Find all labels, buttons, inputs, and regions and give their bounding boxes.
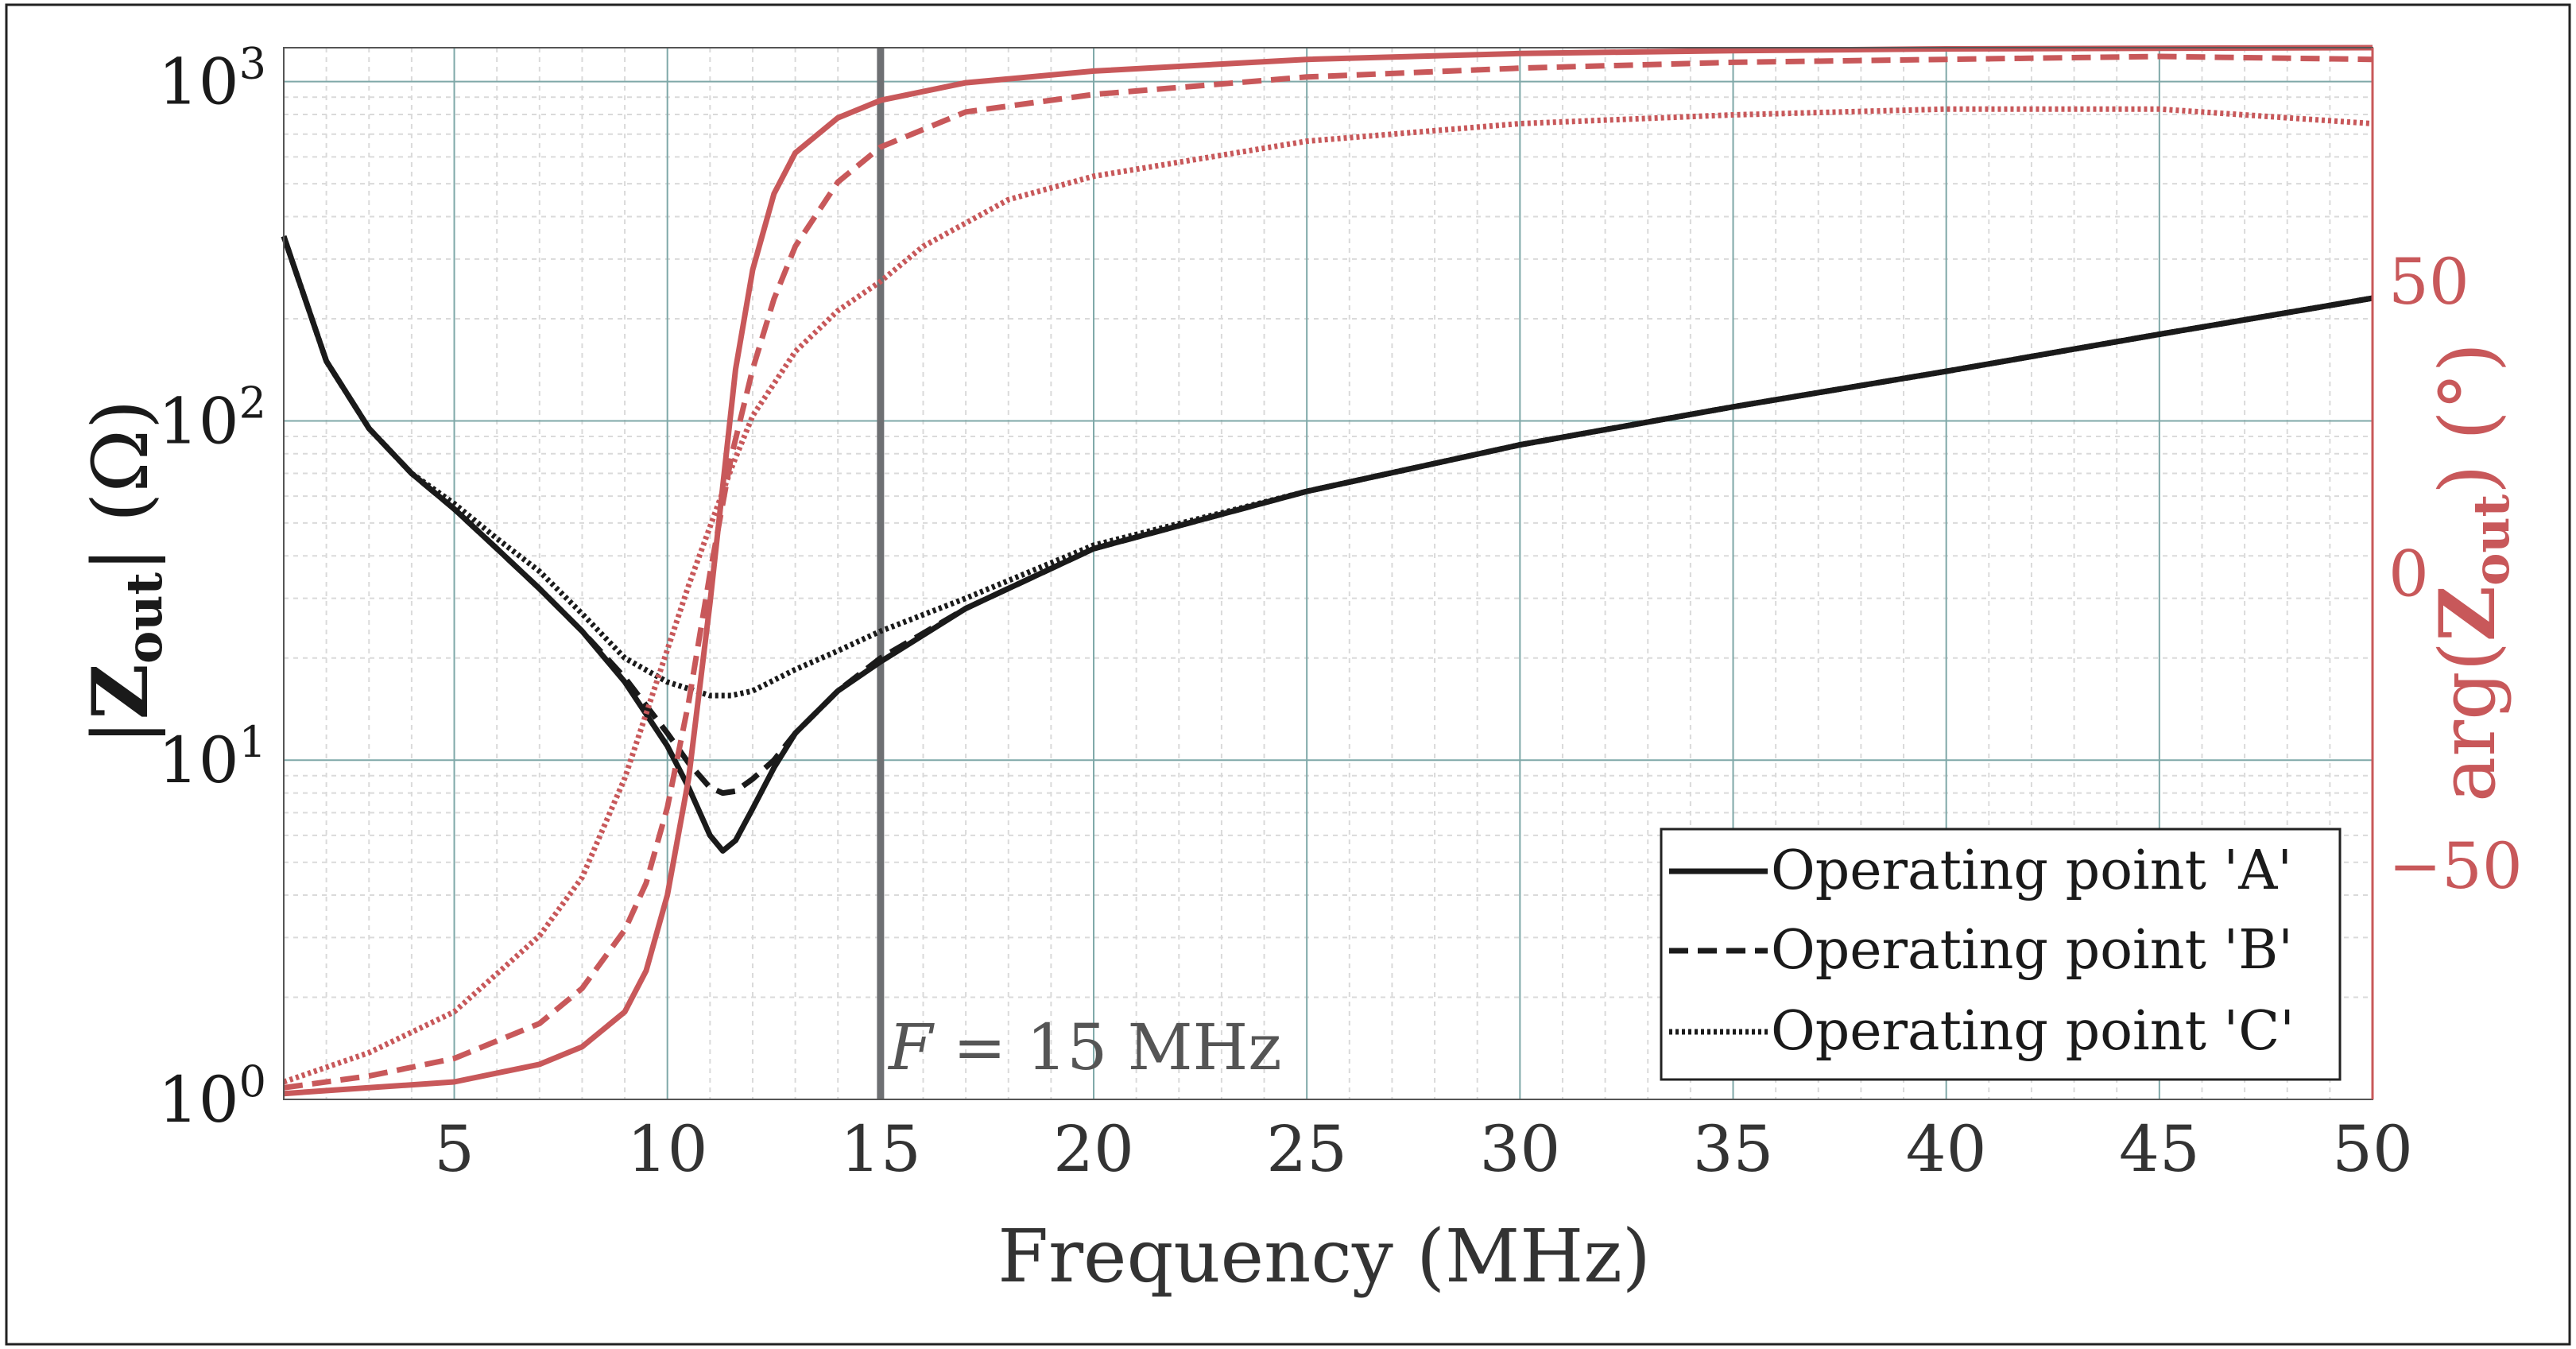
y-left-tick-label: 103 bbox=[158, 39, 266, 119]
x-tick-label: 50 bbox=[2332, 1112, 2413, 1186]
y-right-label-main: arg( bbox=[2423, 642, 2512, 802]
y-right-tick-label: 0 bbox=[2388, 537, 2429, 611]
left-ticks: 100 101 102 103 bbox=[158, 39, 266, 1137]
outer-frame bbox=[5, 3, 2571, 1346]
svg-text:|Zout| (Ω): |Zout| (Ω) bbox=[76, 400, 173, 746]
y-right-label-Z: Z bbox=[2423, 586, 2512, 642]
series-phase-a bbox=[283, 45, 2373, 1097]
x-tick-label: 25 bbox=[1266, 1112, 1347, 1186]
legend-entry-b: Operating point 'B' bbox=[1771, 919, 2293, 982]
x-tick-label: 35 bbox=[1693, 1112, 1774, 1186]
y-right-tick-label: 50 bbox=[2388, 245, 2469, 319]
right-ticks: −50 0 50 bbox=[2388, 245, 2523, 903]
y-left-label-main: Z bbox=[76, 664, 165, 719]
x-tick-label: 20 bbox=[1053, 1112, 1134, 1186]
y-left-label-unit: (Ω) bbox=[76, 400, 165, 523]
y-axis-label-right: arg(Zout) (°) bbox=[2423, 343, 2520, 802]
series-magnitude-b bbox=[281, 235, 2373, 797]
legend-entry-c: Operating point 'C' bbox=[1771, 1000, 2295, 1063]
x-tick-label: 15 bbox=[840, 1112, 921, 1186]
x-tick-label: 45 bbox=[2119, 1112, 2200, 1186]
x-axis-label: Frequency (MHz) bbox=[997, 1214, 1651, 1299]
marker-label: F = 15 MHz bbox=[887, 1010, 1281, 1084]
series-group bbox=[281, 45, 2373, 1097]
y-right-tick-label: −50 bbox=[2388, 829, 2523, 903]
y-left-label-sub: out bbox=[115, 572, 173, 664]
legend: Operating point 'A' Operating point 'B' … bbox=[1660, 828, 2342, 1081]
y-left-tick-label: 101 bbox=[158, 717, 266, 797]
series-phase-b bbox=[283, 53, 2373, 1091]
x-tick-label: 10 bbox=[627, 1112, 708, 1186]
legend-entry-a: Operating point 'A' bbox=[1771, 839, 2292, 902]
minor-grid bbox=[283, 48, 2373, 1099]
svg-text:arg(Zout) (°): arg(Zout) (°) bbox=[2423, 343, 2520, 802]
x-ticks: 5 10 15 20 25 30 35 40 45 50 bbox=[434, 1112, 2413, 1186]
y-right-label-sub: out bbox=[2462, 494, 2520, 585]
series-magnitude-c bbox=[281, 235, 2373, 699]
legend-box bbox=[1660, 828, 2342, 1081]
x-tick-label: 30 bbox=[1479, 1112, 1560, 1186]
marker-label-rest: = 15 MHz bbox=[953, 1010, 1282, 1084]
y-axis-label-left: |Zout| (Ω) bbox=[76, 400, 173, 746]
y-left-tick-label: 102 bbox=[158, 378, 266, 458]
y-right-label-unit: (°) bbox=[2423, 343, 2512, 440]
marker-label-var: F bbox=[887, 1010, 935, 1084]
x-tick-label: 40 bbox=[1906, 1112, 1987, 1186]
x-tick-label: 5 bbox=[434, 1112, 475, 1186]
y-right-label-close: ) bbox=[2423, 464, 2512, 494]
y-left-tick-label: 100 bbox=[158, 1056, 266, 1137]
